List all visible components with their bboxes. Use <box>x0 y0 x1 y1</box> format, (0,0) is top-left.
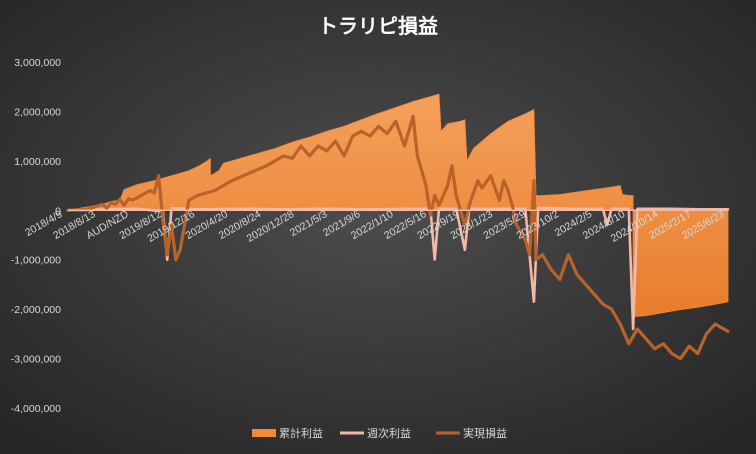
legend-label: 週次利益 <box>367 426 411 440</box>
series-area-cumulative <box>67 93 729 318</box>
y-tick-label: 2,000,000 <box>14 106 61 118</box>
legend: 累計利益 週次利益 実現損益 <box>252 426 507 440</box>
plot-area <box>66 93 730 361</box>
y-tick-label: 0 <box>55 205 61 217</box>
series-line-realized <box>66 114 730 361</box>
legend-label: 累計利益 <box>279 426 323 440</box>
y-tick-label: -3,000,000 <box>11 354 61 366</box>
y-tick-label: -1,000,000 <box>11 255 61 267</box>
legend-label: 実現損益 <box>463 426 507 440</box>
chart-title: トラリピ損益 <box>318 14 438 38</box>
y-axis: 3,000,000 2,000,000 1,000,000 0 -1,000,000 -2… <box>11 57 61 415</box>
legend-swatch-cumulative <box>252 429 276 437</box>
y-tick-label: -2,000,000 <box>11 304 61 316</box>
y-tick-label: 1,000,000 <box>14 156 61 168</box>
series-line-weekly <box>66 206 730 331</box>
y-tick-label: -4,000,000 <box>11 403 61 415</box>
y-tick-label: 3,000,000 <box>14 57 61 69</box>
